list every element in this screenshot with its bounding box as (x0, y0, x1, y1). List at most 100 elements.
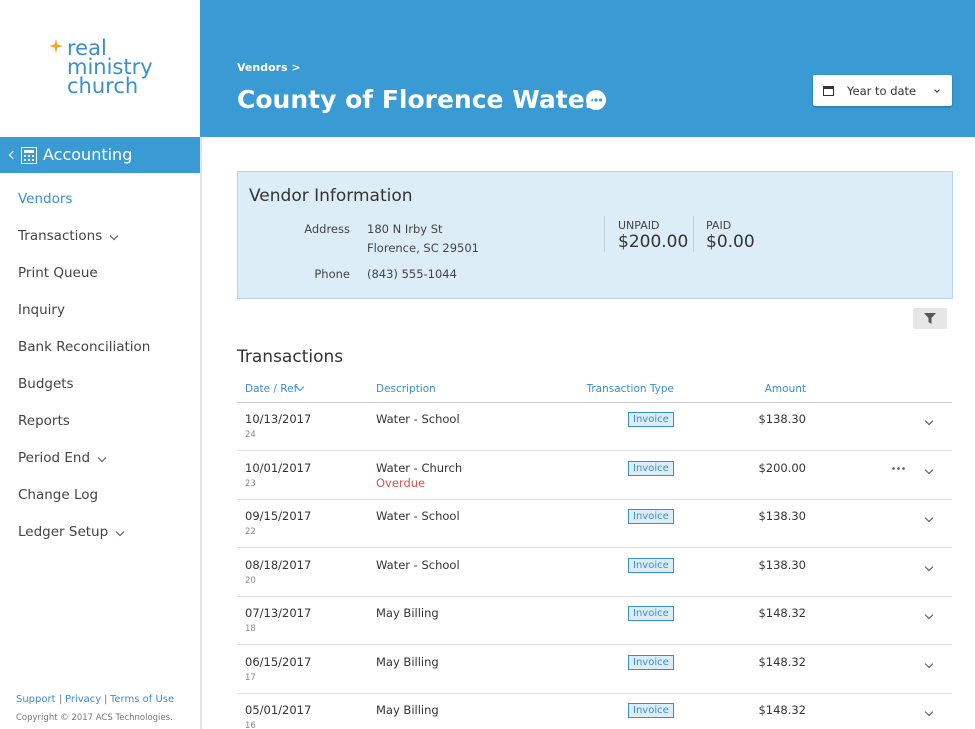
stat-label: PAID (706, 219, 732, 232)
calculator-icon (21, 147, 37, 164)
chevron[interactable] (924, 416, 934, 426)
field-label: Address (304, 222, 350, 236)
row-ref: 18 (245, 624, 256, 634)
column-header[interactable]: Amount (764, 383, 806, 395)
nav-item[interactable]: Print Queue (18, 265, 98, 281)
row-ref: 24 (245, 430, 256, 440)
row-amount: $200.00 (758, 460, 806, 475)
row-actions[interactable] (891, 466, 905, 470)
section-title: Transactions (237, 347, 344, 367)
panel-title: Vendor Information (249, 186, 413, 206)
row-description: Water - Church (376, 460, 463, 475)
type-badge: Invoice (628, 606, 674, 621)
row-description: Water - School (376, 412, 460, 426)
logo-star (49, 39, 63, 53)
column-header[interactable]: Transaction Type (586, 383, 674, 395)
chevron[interactable] (924, 465, 934, 474)
row-date: 06/15/2017 (245, 654, 312, 669)
row-rule (237, 498, 952, 500)
chevron[interactable] (924, 562, 934, 571)
nav-item[interactable]: Ledger Setup (18, 524, 109, 540)
nav-item[interactable]: Vendors (18, 191, 73, 207)
footer-link[interactable]: Support (16, 694, 56, 705)
row-description: May Billing (376, 703, 439, 717)
separator: | (59, 694, 63, 705)
separator: | (104, 694, 108, 705)
type-badge: Invoice (628, 557, 674, 573)
type-badge: Invoice (628, 703, 674, 718)
date-filter-label[interactable]: Year to date (847, 84, 917, 98)
row-amount: $148.32 (758, 654, 806, 669)
nav-item[interactable]: Period End (18, 450, 91, 466)
footer-link[interactable]: Terms of Use (110, 694, 175, 705)
row-ref: 23 (245, 478, 256, 489)
footer-link[interactable]: Privacy (65, 694, 102, 705)
row-date: 10/01/2017 (245, 460, 312, 475)
row-rule (237, 644, 952, 645)
more-button[interactable] (585, 89, 607, 111)
header (200, 0, 975, 137)
chevron[interactable] (924, 659, 934, 668)
nav-item[interactable]: Bank Reconciliation (18, 339, 151, 355)
column-header[interactable]: Date / Ref (245, 383, 298, 395)
divider (693, 216, 694, 252)
row-ref: 20 (245, 575, 256, 586)
row-amount: $138.30 (758, 557, 806, 572)
logo-word: church (67, 74, 139, 98)
header-rule (237, 402, 952, 403)
row-date: 10/13/2017 (245, 412, 312, 426)
row-date: 09/15/2017 (245, 509, 312, 523)
type-badge: Invoice (628, 654, 674, 670)
chevron[interactable] (924, 513, 934, 523)
row-amount: $148.32 (758, 703, 806, 717)
row-amount: $138.30 (758, 412, 806, 426)
row-description: Water - School (376, 557, 460, 572)
stat-value: $200.00 (618, 232, 689, 252)
row-ref: 17 (245, 672, 256, 683)
row-description: May Billing (376, 606, 439, 620)
logo-word: ministry (67, 55, 153, 79)
phone: (843) 555-1044 (367, 267, 457, 281)
breadcrumb[interactable]: Vendors > (237, 61, 301, 74)
type-badge: Invoice (628, 412, 674, 427)
nav-item[interactable]: Change Log (18, 487, 99, 503)
nav-item[interactable]: Reports (18, 413, 70, 429)
calendar-icon (823, 86, 834, 96)
sidebar (0, 0, 202, 729)
nav-item[interactable]: Budgets (18, 376, 74, 392)
date-filter[interactable] (813, 75, 952, 106)
column-header[interactable]: Description (376, 383, 436, 395)
chevron[interactable] (924, 707, 934, 717)
field-label: Phone (314, 267, 350, 281)
row-rule (237, 692, 952, 694)
divider (604, 216, 605, 252)
row-ref: 22 (245, 527, 256, 537)
type-badge: Invoice (628, 460, 674, 476)
row-description: May Billing (376, 654, 439, 669)
row-date: 05/01/2017 (245, 703, 312, 717)
stat-value: $0.00 (706, 232, 755, 252)
chevron[interactable] (924, 610, 934, 620)
row-status: Overdue (376, 475, 426, 490)
nav-item[interactable]: Inquiry (18, 302, 65, 318)
row-amount: $138.30 (758, 509, 806, 523)
row-rule (237, 450, 952, 451)
nav-item[interactable]: Transactions (18, 228, 103, 244)
row-rule (237, 595, 952, 597)
row-date: 08/18/2017 (245, 557, 312, 572)
row-ref: 16 (245, 721, 256, 729)
vendor-info-panel (237, 171, 953, 299)
row-amount: $148.32 (758, 606, 806, 620)
section-title[interactable]: Accounting (43, 145, 133, 164)
row-rule (237, 547, 952, 548)
address-line: 180 N Irby St (367, 222, 443, 236)
type-badge: Invoice (628, 509, 674, 524)
stat-label: UNPAID (618, 219, 660, 232)
row-description: Water - School (376, 509, 460, 523)
address-line: Florence, SC 29501 (367, 241, 479, 255)
copyright: Copyright © 2017 ACS Technologies. (16, 713, 173, 723)
logo-word: real (67, 36, 107, 60)
row-date: 07/13/2017 (245, 606, 312, 620)
page-title: County of Florence Water (237, 85, 597, 114)
